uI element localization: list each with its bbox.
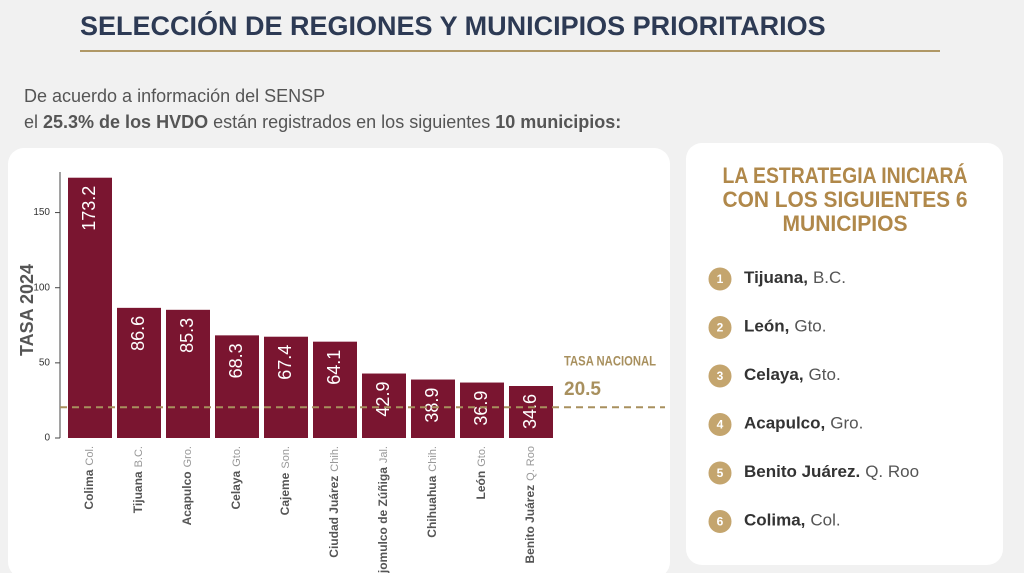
reference-label: TASA NACIONAL: [564, 353, 656, 369]
bar: [509, 386, 553, 438]
item-number: 2: [717, 321, 724, 335]
item-state: Col.: [810, 511, 840, 530]
category-name: Cajeme: [278, 472, 292, 515]
value-label: 64.1: [324, 350, 344, 385]
item-number: 1: [717, 272, 724, 286]
item-name: Tijuana,: [744, 268, 808, 287]
item-number: 3: [717, 369, 724, 383]
panel-title: CON LOS SIGUIENTES 6: [723, 187, 968, 212]
bar: [117, 307, 161, 438]
item-name: León,: [744, 317, 789, 336]
category-state: Jal.: [378, 446, 390, 463]
category-name: Tlajomulco de Zúñiga: [376, 467, 390, 573]
bar: [264, 336, 308, 438]
panel-title: LA ESTRATEGIA INICIARÁ: [723, 163, 968, 188]
item-state: Gto.: [809, 365, 841, 384]
panel-card: [686, 143, 1003, 565]
category-state: Gro.: [182, 446, 194, 467]
item-text: León, Gto.: [744, 317, 826, 336]
category-state: Gto.: [231, 446, 243, 467]
item-name: Celaya,: [744, 365, 804, 384]
item-number: 5: [717, 466, 724, 480]
title: SELECCIÓN DE REGIONES Y MUNICIPIOS PRIOR…: [80, 10, 826, 41]
category-state: Son.: [280, 446, 292, 469]
number-badge: [705, 313, 735, 342]
bar: [68, 177, 112, 438]
value-label: 38.9: [422, 388, 442, 423]
x-tick-label: Tlajomulco de Zúñiga Jal.: [376, 446, 390, 573]
bar: [166, 309, 210, 438]
item-state: Q. Roo: [865, 462, 919, 481]
x-tick-label: Celaya Gto.: [229, 446, 243, 510]
item-state: Gro.: [830, 414, 863, 433]
category-name: Tijuana: [131, 471, 145, 513]
item-text: Tijuana, B.C.: [744, 268, 846, 287]
intro-line: el 25.3% de los HVDO están registrados en …: [24, 112, 621, 132]
item-state: Gto.: [794, 317, 826, 336]
category-name: Celaya: [229, 470, 243, 509]
number-badge: [705, 458, 735, 488]
intro-part: 25.3% de los HVDO: [43, 112, 208, 132]
panel-title: MUNICIPIOS: [783, 211, 908, 236]
intro-part: el: [24, 112, 38, 132]
y-axis-label: TASA 2024: [17, 264, 37, 356]
value-label: 68.3: [226, 343, 246, 378]
value-label: 86.6: [128, 316, 148, 351]
item-text: Benito Juárez. Q. Roo: [744, 462, 919, 481]
x-tick-label: Benito Juárez Q. Roo: [523, 446, 537, 564]
intro-part: están registrados en los siguientes: [213, 112, 490, 132]
item-number: 4: [717, 418, 724, 432]
item-text: Acapulco, Gro.: [744, 414, 863, 433]
number-badge: [705, 507, 735, 536]
category-name: Benito Juárez: [523, 485, 537, 564]
number-badge: [705, 410, 735, 439]
y-tick-label: 150: [33, 207, 50, 218]
reference-value: 20.5: [564, 379, 601, 400]
intro-part: 10 municipios:: [495, 112, 621, 132]
category-state: Chih.: [427, 446, 439, 472]
category-name: Chihuahua: [425, 475, 439, 537]
y-tick-label: 100: [33, 282, 50, 293]
x-tick-label: León Gto.: [474, 446, 488, 499]
value-label: 34.6: [520, 394, 540, 429]
category-name: León: [474, 471, 488, 500]
category-state: Q. Roo: [525, 446, 537, 481]
x-tick-label: Acapulco Gro.: [180, 446, 194, 525]
x-tick-label: Tijuana B.C.: [131, 446, 145, 513]
category-state: B.C.: [133, 446, 145, 467]
item-text: Colima, Col.: [744, 511, 841, 530]
x-tick-label: Ciudad Juárez Chih.: [327, 446, 341, 558]
value-label: 173.2: [79, 186, 99, 231]
number-badge: [705, 361, 735, 391]
number-badge: [705, 264, 735, 294]
x-tick-label: Chihuahua Chih.: [425, 446, 439, 538]
value-label: 67.4: [275, 345, 295, 380]
item-state: B.C.: [813, 268, 846, 287]
item-text: Celaya, Gto.: [744, 365, 841, 384]
item-name: Benito Juárez.: [744, 462, 860, 481]
x-tick-label: Cajeme Son.: [278, 446, 292, 515]
bar: [411, 379, 455, 438]
value-label: 42.9: [373, 382, 393, 417]
category-state: Col.: [84, 446, 96, 466]
bar: [313, 341, 357, 438]
y-tick-label: 0: [44, 433, 50, 444]
intro-line: De acuerdo a información del SENSP: [24, 86, 325, 106]
x-tick-label: Colima Col.: [82, 446, 96, 510]
bar: [215, 335, 259, 438]
category-name: Ciudad Juárez: [327, 476, 341, 558]
category-name: Colima: [82, 469, 96, 509]
category-state: Chih.: [329, 446, 341, 472]
value-label: 85.3: [177, 318, 197, 353]
category-state: Gto.: [476, 446, 488, 467]
category-name: Acapulco: [180, 471, 194, 525]
bar: [362, 373, 406, 438]
item-number: 6: [717, 515, 724, 529]
item-name: Acapulco,: [744, 414, 825, 433]
item-name: Colima,: [744, 511, 805, 530]
y-tick-label: 50: [39, 357, 51, 368]
bar: [460, 382, 504, 438]
